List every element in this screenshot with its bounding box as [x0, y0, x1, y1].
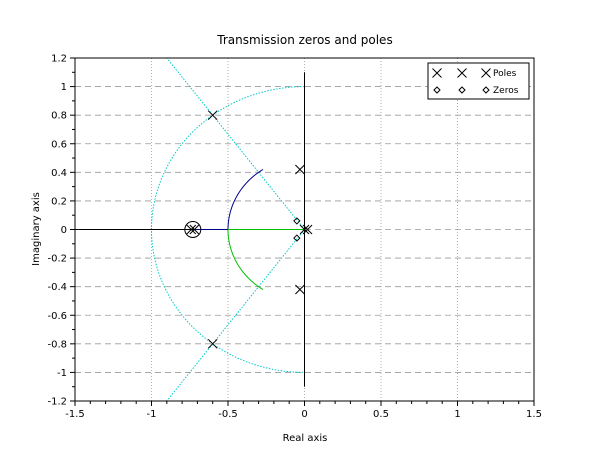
- y-tick-label: -0.2: [47, 254, 67, 265]
- pole-marker: [295, 284, 305, 295]
- y-tick-label: 0.6: [51, 139, 67, 150]
- legend-pole-x-icon: [457, 68, 467, 78]
- axes: -1.5 -1 -0.5 0 0.5 1 1.5 -1.2 -1 -0.8 -0.6 -0.4 -0.2…: [47, 54, 541, 421]
- pole-marker: [302, 224, 313, 235]
- legend-zero-diamond-icon: [433, 86, 441, 94]
- pole-marker: [189, 224, 200, 235]
- x-tick-label: -0.5: [218, 409, 238, 420]
- y-tick-label: 0.4: [51, 168, 67, 179]
- pole-marker: [207, 338, 218, 349]
- x-tick-label: 1.5: [526, 409, 542, 420]
- chart-title: Transmission zeros and poles: [216, 33, 392, 47]
- x-tick-label: 0: [301, 409, 307, 420]
- legend: Poles Zeros: [427, 62, 530, 100]
- blue-arc-locus: [227, 169, 264, 230]
- legend-pole-x-icon: [432, 68, 442, 78]
- y-tick-label: -1.2: [47, 397, 67, 408]
- green-arc-locus: [227, 229, 264, 290]
- x-tick-label: 1: [454, 409, 460, 420]
- y-tick-label: -0.6: [47, 311, 67, 322]
- y-tick-label: 0.2: [51, 196, 67, 207]
- x-tick-label: -1.5: [65, 409, 85, 420]
- legend-zeros-label: Zeros: [493, 86, 519, 96]
- legend-poles-label: Poles: [493, 69, 517, 79]
- pole-marker: [299, 224, 310, 235]
- y-tick-label: 1: [61, 82, 67, 93]
- y-tick-label: -0.4: [47, 282, 67, 293]
- zero-marker: [293, 217, 301, 225]
- legend-zero-diamond-icon: [482, 86, 490, 94]
- pole-marker: [295, 164, 305, 175]
- x-tick-label: 0.5: [373, 409, 389, 420]
- legend-zero-diamond-icon: [458, 86, 466, 94]
- y-tick-label: -1: [57, 368, 67, 379]
- legend-zero-markers: [433, 86, 490, 94]
- y-tick-label: -0.8: [47, 339, 67, 350]
- zero-marker: [293, 234, 301, 242]
- x-tick-label: -1: [147, 409, 157, 420]
- cyan-ray-locus: [166, 57, 305, 230]
- cyan-ray-locus: [166, 229, 305, 402]
- legend-pole-x-icon: [481, 68, 491, 78]
- zero-marker: [184, 221, 202, 238]
- root-locus-curves: [75, 57, 305, 402]
- legend-pole-markers: [432, 68, 491, 78]
- pole-zero-markers: [184, 110, 313, 349]
- legend-box: [427, 62, 530, 100]
- y-tick-label: 0: [61, 225, 67, 236]
- y-tick-label: 0.8: [51, 111, 67, 122]
- y-tick-label: 1.2: [51, 54, 67, 65]
- pole-marker: [186, 224, 197, 235]
- pole-marker: [207, 110, 218, 121]
- x-axis-label: Real axis: [283, 433, 328, 444]
- y-axis-label: Imaginary axis: [31, 192, 42, 266]
